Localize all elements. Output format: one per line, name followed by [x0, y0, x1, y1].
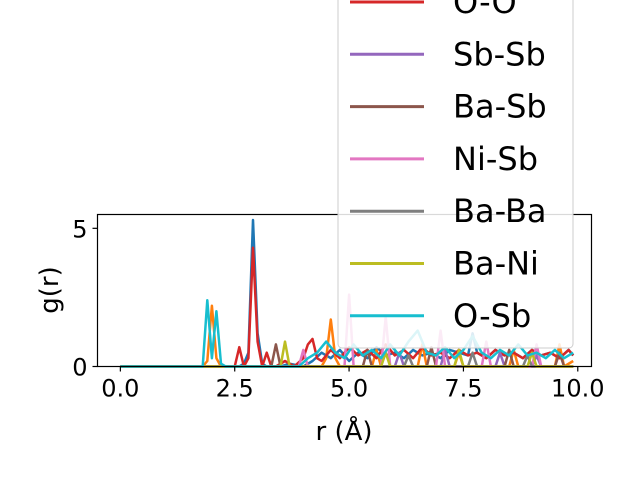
- legend-label: Ba-Ba: [453, 192, 547, 230]
- legend-label: O-Sb: [453, 297, 531, 335]
- legend-label: O-O: [453, 0, 517, 21]
- legend: O-O Sb-Sb Ba-Sb Ni-Sb Ba-Ba Ba-Ni O-Sb: [337, 0, 574, 349]
- legend-label: Ba-Sb: [453, 88, 547, 126]
- y-tick-label: 5: [72, 215, 87, 243]
- x-tick-label: 10.0: [551, 375, 604, 403]
- legend-label: Ni-Sb: [453, 140, 538, 178]
- x-axis-label: r (Å): [315, 415, 372, 447]
- y-ticks: 05: [72, 215, 98, 382]
- x-tick-label: 7.5: [444, 375, 482, 403]
- x-tick-label: 2.5: [216, 375, 254, 403]
- legend-label: Sb-Sb: [453, 35, 546, 73]
- x-tick-label: 5.0: [330, 375, 368, 403]
- y-axis-label: g(r): [35, 266, 65, 313]
- legend-label: Ba-Ni: [453, 245, 539, 283]
- series-line-6: [120, 351, 574, 368]
- y-tick-label: 0: [72, 354, 87, 382]
- series-line-1: [120, 304, 574, 368]
- x-ticks: 0.0 2.5 5.0 7.5 10.0: [101, 366, 604, 403]
- legend-box: [337, 0, 574, 349]
- x-tick-label: 0.0: [101, 375, 139, 403]
